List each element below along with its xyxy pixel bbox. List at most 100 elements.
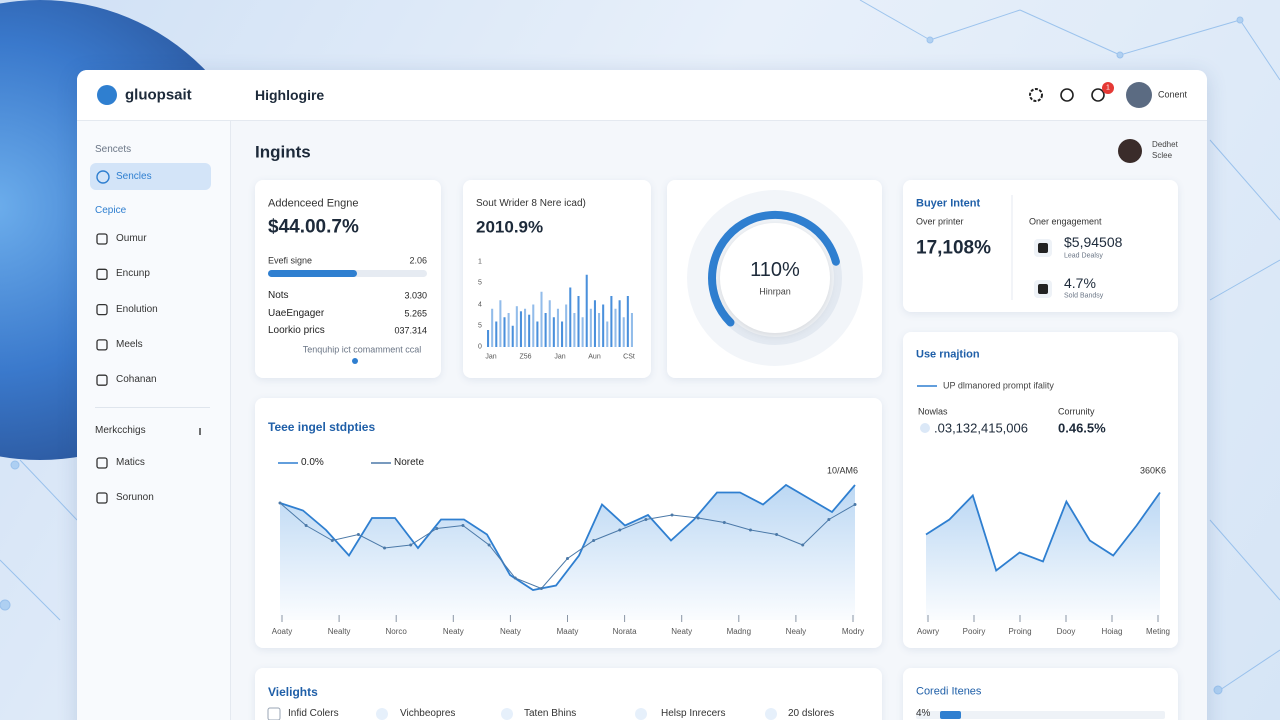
notify-icon[interactable] <box>1091 88 1105 102</box>
bar <box>532 304 535 347</box>
x-tick-label: Neaty <box>499 627 521 636</box>
nav-item[interactable]: Matics <box>116 457 145 468</box>
point <box>461 524 465 527</box>
bar <box>511 325 514 347</box>
point <box>487 543 491 547</box>
x-tick-label: Dooy <box>1056 627 1076 636</box>
bar <box>491 308 494 347</box>
settings-icon[interactable] <box>1029 88 1043 102</box>
bar <box>581 317 584 347</box>
bar <box>499 300 502 347</box>
x-tick-label: Aowry <box>916 627 940 636</box>
x-tick-label: Nealty <box>327 627 351 636</box>
nav-item[interactable]: Meels <box>116 338 143 350</box>
progress-value: 2.06 <box>409 255 427 266</box>
bar <box>569 287 572 347</box>
bar <box>585 274 588 347</box>
nav-icon <box>96 170 110 184</box>
bar <box>540 291 543 347</box>
nav-icon <box>96 374 108 386</box>
row-value: 3.030 <box>404 290 427 301</box>
gauge-arc <box>708 211 840 327</box>
search-icon[interactable] <box>1060 88 1074 102</box>
progress-fill <box>268 270 357 277</box>
highlight-item[interactable]: 20 dslores <box>788 708 835 719</box>
bar <box>544 313 547 347</box>
progress-label: Evefi signe <box>268 255 313 266</box>
gauge-inner <box>720 223 830 333</box>
bar <box>548 300 551 347</box>
pager-dot[interactable] <box>352 358 358 364</box>
nav-item[interactable]: Enolution <box>116 303 158 315</box>
nav-item[interactable]: Sorunon <box>116 492 154 503</box>
point <box>748 528 752 532</box>
x-tick-label: Neaty <box>442 627 464 636</box>
point <box>435 527 439 530</box>
active-nav[interactable] <box>90 163 211 190</box>
metric-sub: Sold Bandsy <box>1064 292 1104 300</box>
network <box>0 0 1280 695</box>
card-title: Use rnajtion <box>916 348 980 361</box>
nav-icon <box>96 303 108 316</box>
point <box>618 528 622 532</box>
highlights-card <box>255 668 882 720</box>
highlight-item[interactable]: Vichbeopres <box>400 708 456 719</box>
point <box>539 587 543 590</box>
x-tick-label: Aun <box>588 353 601 361</box>
nav-item[interactable]: Encunp <box>116 268 150 280</box>
y-tick-label: 1 <box>478 258 482 266</box>
bar <box>602 304 605 347</box>
nav-item[interactable]: Cohanan <box>116 374 157 386</box>
credit-fill <box>940 711 961 719</box>
point <box>801 543 805 547</box>
card-title: Buyer Intent <box>916 197 981 210</box>
profile-avatar[interactable] <box>1118 139 1142 163</box>
highlight-item[interactable]: Infid Colers <box>288 708 339 719</box>
profile-role: Sclee <box>1152 151 1173 160</box>
x-tick-label: Jan <box>554 353 566 361</box>
bar <box>552 317 555 347</box>
line <box>925 491 1161 573</box>
x-tick-label: Maaty <box>556 627 579 636</box>
nav-item[interactable]: Oumur <box>116 233 147 244</box>
point <box>278 501 282 505</box>
bar <box>573 313 576 347</box>
bar <box>626 296 629 347</box>
point <box>592 539 596 542</box>
highlight-item[interactable]: Helsp Inrecers <box>661 708 726 719</box>
highlight-item[interactable]: Taten Bhins <box>524 708 577 719</box>
point <box>722 521 726 524</box>
nav-item[interactable]: Sencles <box>116 171 152 182</box>
credit-track <box>916 711 1165 719</box>
user-name[interactable]: Conent <box>1158 89 1188 100</box>
item-icon <box>635 708 647 720</box>
bar <box>503 317 506 347</box>
x-tick-label: Aoaty <box>271 627 293 636</box>
bar <box>593 300 596 347</box>
header <box>77 70 1207 121</box>
bar <box>495 321 498 347</box>
x-tick-label: Z56 <box>519 353 532 361</box>
corner-label: 10/AM6 <box>826 465 858 476</box>
legend-label: Norete <box>394 457 425 468</box>
metric-sub: Lead Dealsy <box>1064 252 1103 260</box>
x-tick-label: Modry <box>841 627 865 636</box>
metric-value: 4.7% <box>1064 275 1096 291</box>
bar <box>487 330 490 347</box>
point <box>566 557 569 560</box>
toggle[interactable] <box>920 423 930 433</box>
gauge-value: 110% <box>750 259 800 281</box>
point <box>356 533 360 536</box>
item-icon <box>376 708 388 720</box>
point <box>670 513 674 517</box>
x-tick-label: Madng <box>726 627 752 636</box>
header-title: Highlogire <box>255 87 325 103</box>
page-title: Ingints <box>255 142 311 162</box>
nav-group: Merkcchigs <box>95 425 146 436</box>
bar <box>630 313 633 347</box>
avatar[interactable] <box>1126 82 1152 108</box>
x-tick-label: Jan <box>485 353 497 361</box>
bar <box>565 304 568 347</box>
row-value: 037.314 <box>394 325 427 336</box>
